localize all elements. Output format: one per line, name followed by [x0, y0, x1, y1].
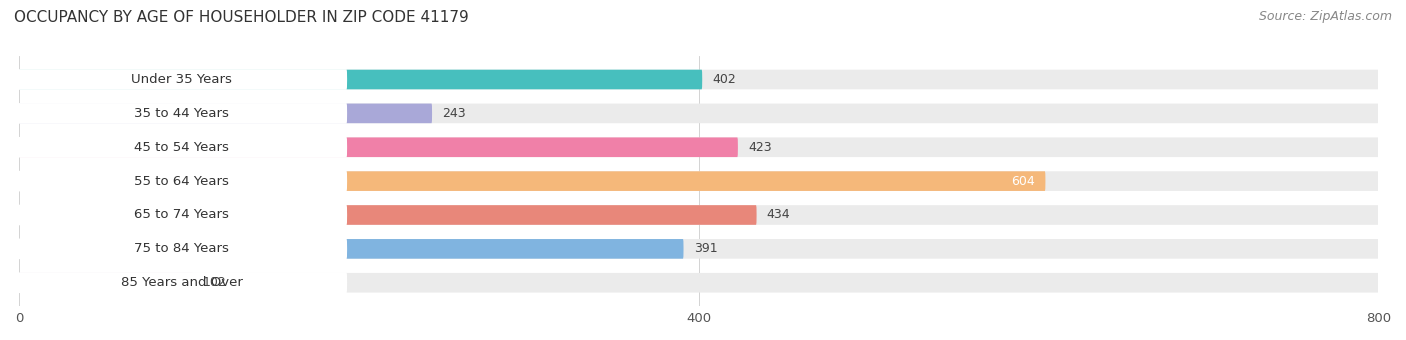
FancyBboxPatch shape: [20, 273, 193, 292]
FancyBboxPatch shape: [20, 104, 1378, 123]
Text: Source: ZipAtlas.com: Source: ZipAtlas.com: [1258, 10, 1392, 23]
FancyBboxPatch shape: [15, 171, 347, 191]
FancyBboxPatch shape: [15, 137, 347, 157]
FancyBboxPatch shape: [20, 171, 1378, 191]
Text: 102: 102: [202, 276, 226, 289]
Text: 434: 434: [766, 208, 790, 221]
FancyBboxPatch shape: [15, 239, 347, 259]
Text: 35 to 44 Years: 35 to 44 Years: [134, 107, 229, 120]
FancyBboxPatch shape: [20, 273, 1378, 292]
FancyBboxPatch shape: [20, 70, 702, 89]
Text: 65 to 74 Years: 65 to 74 Years: [134, 208, 229, 221]
FancyBboxPatch shape: [20, 205, 1378, 225]
FancyBboxPatch shape: [15, 205, 347, 225]
FancyBboxPatch shape: [20, 137, 738, 157]
FancyBboxPatch shape: [15, 69, 347, 90]
FancyBboxPatch shape: [20, 239, 1378, 259]
Text: 45 to 54 Years: 45 to 54 Years: [134, 141, 229, 154]
FancyBboxPatch shape: [20, 239, 683, 259]
FancyBboxPatch shape: [20, 70, 1378, 89]
Text: 243: 243: [443, 107, 465, 120]
Text: 55 to 64 Years: 55 to 64 Years: [134, 175, 229, 188]
Text: 391: 391: [693, 242, 717, 255]
Text: OCCUPANCY BY AGE OF HOUSEHOLDER IN ZIP CODE 41179: OCCUPANCY BY AGE OF HOUSEHOLDER IN ZIP C…: [14, 10, 468, 25]
FancyBboxPatch shape: [20, 137, 1378, 157]
Text: 402: 402: [713, 73, 737, 86]
Text: 75 to 84 Years: 75 to 84 Years: [134, 242, 229, 255]
Text: 604: 604: [1011, 175, 1035, 188]
FancyBboxPatch shape: [20, 205, 756, 225]
FancyBboxPatch shape: [20, 104, 432, 123]
FancyBboxPatch shape: [15, 103, 347, 124]
Text: 423: 423: [748, 141, 772, 154]
Text: 85 Years and Over: 85 Years and Over: [121, 276, 242, 289]
FancyBboxPatch shape: [15, 272, 347, 293]
Text: Under 35 Years: Under 35 Years: [131, 73, 232, 86]
FancyBboxPatch shape: [20, 171, 1046, 191]
